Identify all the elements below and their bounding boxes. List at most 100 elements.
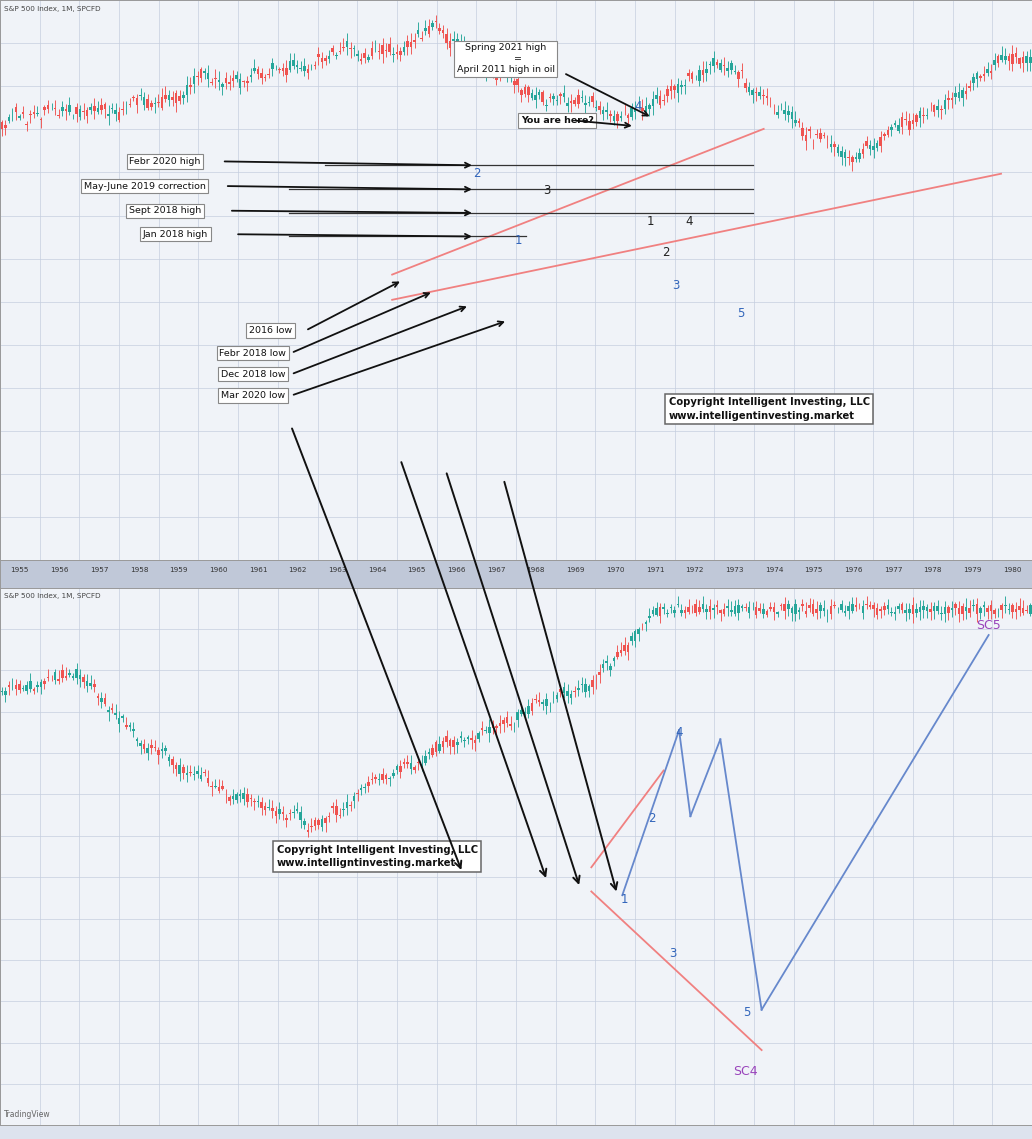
Bar — [193, 75, 195, 84]
Bar — [994, 60, 996, 65]
Bar — [819, 606, 821, 611]
Text: 1975: 1975 — [804, 567, 823, 573]
Bar — [46, 677, 50, 679]
Bar — [783, 109, 786, 114]
Bar — [439, 27, 441, 31]
Bar — [363, 52, 366, 58]
Bar — [854, 605, 858, 607]
Bar — [90, 107, 92, 109]
Bar — [206, 778, 209, 784]
Bar — [503, 66, 505, 73]
Bar — [257, 69, 259, 74]
Bar — [481, 728, 483, 730]
Bar — [449, 740, 451, 746]
Bar — [93, 106, 96, 110]
Bar — [132, 97, 135, 98]
Bar — [606, 661, 608, 663]
Bar — [495, 727, 497, 728]
Bar — [83, 678, 85, 681]
Bar — [282, 812, 284, 814]
Text: 1964: 1964 — [367, 567, 386, 573]
Bar — [218, 787, 220, 790]
Bar — [260, 73, 263, 77]
Bar — [830, 606, 832, 614]
Bar — [168, 96, 170, 100]
Bar — [260, 802, 263, 808]
Bar — [968, 608, 971, 613]
Bar — [206, 73, 209, 80]
Bar — [520, 90, 522, 95]
Bar — [652, 611, 654, 614]
Bar — [606, 110, 608, 113]
Text: S&P 500 Index, 1M, SPCFD: S&P 500 Index, 1M, SPCFD — [4, 593, 101, 599]
Bar — [673, 85, 676, 90]
Bar — [317, 820, 320, 825]
Bar — [680, 611, 683, 613]
Bar — [950, 98, 954, 99]
Bar — [975, 604, 978, 614]
Bar — [655, 95, 657, 99]
Bar — [193, 773, 195, 776]
Bar — [491, 69, 494, 75]
Text: 1: 1 — [514, 235, 522, 247]
Text: 2016 low: 2016 low — [249, 326, 292, 335]
Bar — [840, 604, 843, 611]
Bar — [39, 682, 42, 687]
Bar — [559, 95, 561, 97]
Bar — [894, 123, 896, 124]
Bar — [602, 664, 605, 667]
Bar — [626, 115, 630, 117]
Bar — [513, 81, 516, 85]
Bar — [203, 771, 206, 773]
Bar — [904, 611, 907, 613]
Text: 1980: 1980 — [1003, 567, 1022, 573]
Bar — [381, 44, 384, 54]
Bar — [982, 74, 986, 76]
Bar — [147, 99, 149, 108]
Bar — [503, 720, 505, 724]
Bar — [798, 611, 800, 612]
Bar — [442, 30, 445, 33]
Bar — [1026, 56, 1028, 63]
Bar — [748, 607, 750, 613]
Bar — [652, 99, 654, 106]
Bar — [759, 608, 761, 611]
Bar — [1000, 605, 1003, 611]
Bar — [734, 606, 736, 614]
Bar — [29, 681, 32, 689]
Bar — [542, 92, 544, 103]
Bar — [663, 607, 665, 609]
Bar — [876, 607, 878, 615]
Bar — [310, 826, 313, 827]
Bar — [275, 811, 277, 817]
Bar — [1000, 55, 1003, 60]
Bar — [530, 703, 534, 711]
Text: 3: 3 — [543, 185, 551, 197]
Bar — [719, 611, 722, 613]
Bar — [712, 608, 715, 609]
Bar — [481, 66, 483, 68]
Bar — [182, 767, 185, 772]
Bar — [602, 109, 605, 114]
Bar — [854, 157, 858, 159]
Bar — [915, 115, 917, 123]
Bar — [136, 98, 138, 105]
Text: S&P 500 Index, 1M, SPCFD: S&P 500 Index, 1M, SPCFD — [4, 6, 101, 11]
Bar — [375, 777, 377, 779]
Bar — [808, 605, 811, 608]
Text: 1958: 1958 — [130, 567, 149, 573]
Bar — [413, 40, 416, 42]
Text: May-June 2019 correction: May-June 2019 correction — [84, 181, 205, 190]
Bar — [837, 147, 839, 153]
Bar — [147, 748, 149, 753]
Bar — [982, 605, 986, 607]
Bar — [748, 87, 750, 92]
Bar — [370, 48, 374, 56]
Bar — [844, 612, 846, 613]
Bar — [1022, 57, 1025, 63]
Bar — [794, 120, 797, 123]
Bar — [456, 39, 458, 43]
Bar — [171, 759, 173, 764]
Bar — [186, 773, 188, 775]
Bar — [292, 59, 295, 66]
